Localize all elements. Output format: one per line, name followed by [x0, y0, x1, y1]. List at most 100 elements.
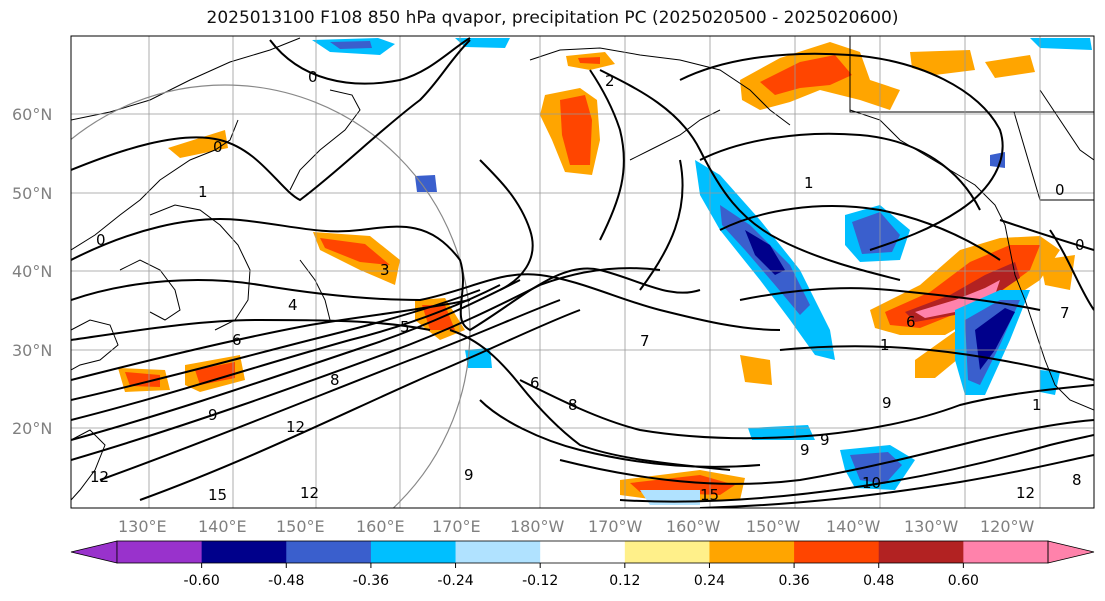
colorbar-tick-label: 0.36: [779, 573, 810, 589]
qvapor-contours: [71, 37, 1094, 508]
contour-label: 7: [640, 332, 650, 350]
shade-blob: [640, 490, 700, 505]
contour-label: 1: [198, 183, 208, 201]
shade-blob: [125, 372, 160, 387]
colorbar-bin: [794, 541, 880, 563]
shade-blob: [1030, 38, 1092, 50]
lon-label: 120°W: [980, 517, 1035, 536]
contour-label: 1: [880, 336, 890, 354]
colorbar-bin: [963, 541, 1049, 563]
lon-label: 180°W: [510, 517, 565, 536]
contour-label: 9: [882, 394, 892, 412]
shade-blob: [985, 55, 1035, 78]
colorbar-tick-label: -0.60: [184, 573, 220, 589]
lon-label: 170°E: [432, 517, 481, 536]
contour-label: 15: [700, 486, 719, 504]
contour-label: 8: [1072, 471, 1082, 489]
contour-label: 9: [820, 431, 830, 449]
contour-label: 6: [530, 374, 540, 392]
map-plot: 0 0 1 1 0 3 4 5 6 8 9 12 15 9 12 15 6 8 …: [71, 36, 1094, 508]
shade-blob: [760, 55, 852, 95]
contour-label: 12: [1016, 484, 1035, 502]
lon-label: 150°W: [746, 517, 801, 536]
colorbar-extend-min: [70, 540, 118, 564]
colorbar-tick-label: -0.36: [353, 573, 389, 589]
lon-label: 140°E: [198, 517, 247, 536]
shade-blob: [330, 41, 372, 49]
contour-label: 8: [330, 371, 340, 389]
contour-label: 8: [568, 396, 578, 414]
lat-label: 60°N: [12, 105, 52, 124]
shade-blob: [745, 230, 785, 275]
colorbar-tick-label: 0.24: [694, 573, 725, 589]
lon-label: 170°W: [588, 517, 643, 536]
contour-labels: 0 0 1 1 0 3 4 5 6 8 9 12 15 9 12 15 6 8 …: [90, 68, 1085, 504]
lon-label: 130°W: [904, 517, 959, 536]
contour-label: 12: [90, 468, 109, 486]
shade-blob: [975, 308, 1015, 370]
contour-label: 3: [380, 261, 390, 279]
contour-label: 12: [300, 484, 319, 502]
contour-label: 10: [862, 474, 881, 492]
contour-label: 0: [213, 138, 223, 156]
contour-label: 0: [1055, 181, 1065, 199]
lon-label: 160°E: [356, 517, 405, 536]
shade-blob: [465, 348, 492, 368]
lat-label: 50°N: [12, 184, 52, 203]
contour-label: 6: [906, 313, 916, 331]
shade-blob: [910, 50, 975, 75]
colorbar-bin: [455, 541, 541, 563]
lon-label: 150°E: [276, 517, 325, 536]
colorbar-extend-max: [1047, 540, 1095, 564]
shade-blob: [195, 362, 235, 385]
colorbar-outline: [116, 540, 1049, 564]
shade-blob: [560, 95, 592, 165]
lat-label: 30°N: [12, 341, 52, 360]
contour-label: 9: [464, 466, 474, 484]
colorbar-bin: [624, 541, 710, 563]
contour-label: 9: [800, 441, 810, 459]
lon-labels: 130°E 140°E 150°E 160°E 170°E 180°W 170°…: [118, 517, 1035, 536]
contour-label: 5: [400, 318, 410, 336]
colorbar-tick-label: -0.48: [268, 573, 304, 589]
contour-label: 0: [308, 68, 318, 86]
contour-label: 0: [1075, 236, 1085, 254]
colorbar: -0.60 -0.48 -0.36 -0.24 -0.12 0.12 0.24 0.36 0.4…: [70, 540, 1095, 589]
lon-label: 130°E: [118, 517, 167, 536]
colorbar-tick-label: 0.48: [863, 573, 894, 589]
contour-label: 4: [288, 296, 298, 314]
shade-blob: [1040, 255, 1075, 290]
shade-blob: [578, 57, 600, 64]
contour-label: 2: [605, 72, 615, 90]
contour-label: 12: [286, 418, 305, 436]
contour-label: 1: [1032, 396, 1042, 414]
contour-label: 15: [208, 486, 227, 504]
map-title: 2025013100 F108 850 hPa qvapor, precipit…: [206, 8, 899, 28]
colorbar-bin: [370, 541, 457, 563]
lat-label: 20°N: [12, 419, 52, 438]
colorbar-tick-label: 0.12: [609, 573, 640, 589]
colorbar-bin: [117, 541, 203, 563]
shade-blob: [850, 452, 902, 484]
colorbar-tick-label: -0.12: [522, 573, 558, 589]
lat-labels: 60°N 50°N 40°N 30°N 20°N: [12, 105, 52, 438]
shade-blob: [415, 175, 437, 192]
shade-blob: [422, 305, 455, 330]
colorbar-tick-label: -0.24: [437, 573, 473, 589]
contour-label: 7: [1060, 304, 1070, 322]
shaded-field: [118, 38, 1092, 505]
shade-blob: [740, 355, 772, 385]
contour-label: 9: [208, 406, 218, 424]
colorbar-bin: [286, 541, 372, 563]
contour-label: 1: [804, 174, 814, 192]
colorbar-tick-label: 0.60: [948, 573, 979, 589]
contour-label: 0: [96, 231, 106, 249]
shade-blob: [320, 238, 390, 265]
lon-label: 160°W: [666, 517, 721, 536]
map-frame: [70, 35, 1095, 509]
colorbar-bin: [201, 541, 287, 563]
shade-blob: [915, 280, 1000, 318]
lon-label: 140°W: [826, 517, 881, 536]
colorbar-bin: [709, 541, 795, 563]
